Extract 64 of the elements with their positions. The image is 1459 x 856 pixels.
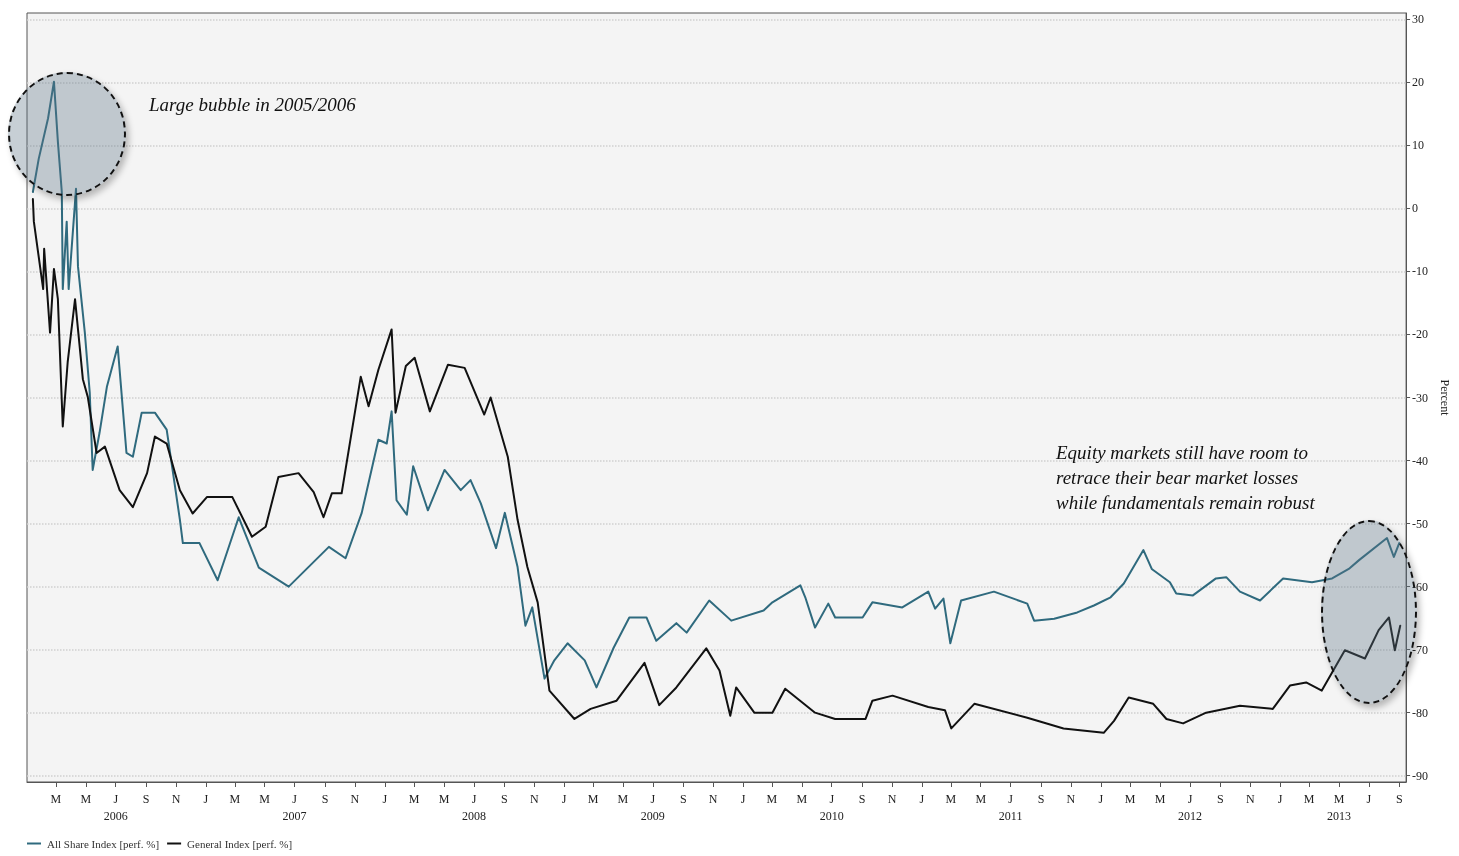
y-tick-label: 20 xyxy=(1412,75,1425,90)
x-tick-label: J xyxy=(1098,791,1104,806)
x-tick-label: M xyxy=(766,791,778,806)
x-tick-label: N xyxy=(887,791,897,806)
x-tick-label: S xyxy=(1037,791,1045,806)
x-tick-label: J 2009 xyxy=(640,791,665,823)
x-tick-label: M xyxy=(796,791,808,806)
x-tick-label: J xyxy=(919,791,925,806)
x-tick-label: S xyxy=(1217,791,1224,806)
y-tick-label: -90 xyxy=(1412,768,1429,783)
y-tick-label: -80 xyxy=(1412,705,1429,720)
y-tick-label: -20 xyxy=(1412,327,1429,342)
x-tick-label: N xyxy=(1245,791,1255,806)
x-tick-label: J xyxy=(1277,791,1283,806)
legend-label: General Index [perf. %] xyxy=(187,837,293,850)
annotation: Equity markets still have room to retrace their bear market losses while fundamentals remain robust xyxy=(1055,442,1316,513)
x-tick-label: J 2011 xyxy=(998,791,1023,823)
x-tick-label: M xyxy=(587,791,599,806)
x-tick-label: S xyxy=(1395,791,1403,806)
x-tick-label: S xyxy=(501,791,508,806)
y-tick-label: -40 xyxy=(1412,453,1429,468)
x-tick-label: M xyxy=(438,791,450,806)
x-tick-label: J 2010 xyxy=(819,791,844,823)
y-tick-label: -50 xyxy=(1412,516,1429,531)
y-axis-title: Percent xyxy=(1438,379,1452,417)
x-tick-label: M xyxy=(259,791,271,806)
x-tick-label: N xyxy=(1066,791,1076,806)
x-tick-label: M xyxy=(1303,791,1315,806)
x-tick-label: M xyxy=(80,791,92,806)
x-tick-label: S xyxy=(321,791,329,806)
x-tick-label: M xyxy=(50,791,62,806)
x-tick-label: M xyxy=(975,791,987,806)
x-tick-label: J xyxy=(740,791,746,806)
x-tick-label: N xyxy=(171,791,181,806)
x-tick-label: M xyxy=(1154,791,1166,806)
y-tick-label: -70 xyxy=(1412,642,1429,657)
x-tick-label: S xyxy=(679,791,687,806)
x-tick-label: J 2012 xyxy=(1177,791,1202,823)
x-tick-label: M xyxy=(408,791,420,806)
x-tick-label: M xyxy=(945,791,957,806)
x-tick-label: S xyxy=(142,791,150,806)
y-tick-label: -10 xyxy=(1412,264,1429,279)
y-tick-label: -30 xyxy=(1412,390,1429,405)
y-tick-label: -60 xyxy=(1412,579,1429,594)
x-tick-label: N xyxy=(350,791,360,806)
x-tick-label: M xyxy=(229,791,241,806)
x-tick-label: M 2013 xyxy=(1326,791,1351,823)
y-tick-label: 0 xyxy=(1412,201,1419,216)
x-tick-label: N xyxy=(708,791,718,806)
x-tick-label: M xyxy=(1124,791,1136,806)
y-tick-label: 30 xyxy=(1412,12,1425,27)
y-tick-label: 10 xyxy=(1412,138,1425,153)
legend-label: All Share Index [perf. %] xyxy=(47,837,160,850)
x-tick-label: J 2008 xyxy=(461,791,486,823)
x-tick-label: J xyxy=(203,791,209,806)
x-tick-label: M xyxy=(617,791,629,806)
x-tick-label: J 2006 xyxy=(103,791,128,823)
x-tick-label: J xyxy=(561,791,567,806)
x-tick-label: S xyxy=(858,791,866,806)
annotation: Large bubble in 2005/2006 xyxy=(148,94,357,115)
x-tick-label: J 2007 xyxy=(282,791,307,823)
x-tick-label: N xyxy=(529,791,539,806)
x-tick-label: J xyxy=(1366,791,1372,806)
x-tick-label: J xyxy=(382,791,388,806)
